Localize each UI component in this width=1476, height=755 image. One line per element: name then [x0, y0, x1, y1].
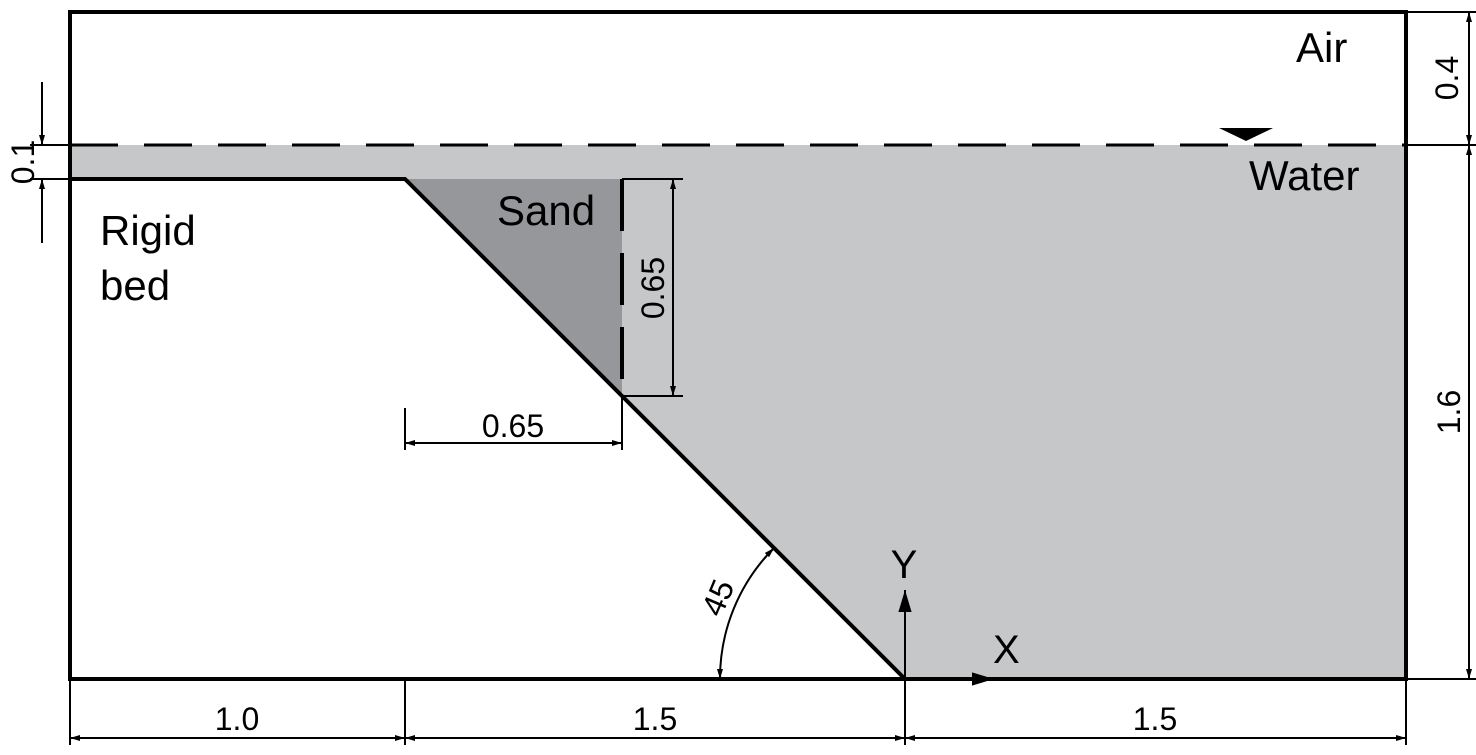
- air-label: Air: [1296, 24, 1347, 71]
- water-depth-label: 1.6: [1431, 390, 1467, 434]
- bottom-right-label: 1.5: [1133, 701, 1177, 737]
- rigid-bed-outline: [70, 177, 907, 681]
- slope-angle-arc: [716, 547, 775, 680]
- water-level-icon: [1219, 128, 1273, 141]
- tank-border: [68, 10, 1408, 681]
- top-bed-offset-label: 0.1: [5, 140, 41, 184]
- x-axis-label: X: [993, 628, 1020, 672]
- sand-label: Sand: [497, 187, 595, 234]
- bottom-left-label: 1.0: [215, 701, 259, 737]
- rigid-bed-label-line1: Rigid: [100, 207, 196, 254]
- sand-height-label: 0.65: [635, 257, 671, 319]
- rigid-bed-label-line2: bed: [100, 262, 170, 309]
- bottom-middle-label: 1.5: [633, 701, 677, 737]
- water-region: [70, 145, 1406, 679]
- water-label: Water: [1249, 152, 1359, 199]
- slope-angle-label: 45: [694, 574, 741, 621]
- air-height-label: 0.4: [1429, 56, 1465, 100]
- y-axis-label: Y: [891, 543, 918, 587]
- sand-width-label: 0.65: [482, 408, 544, 444]
